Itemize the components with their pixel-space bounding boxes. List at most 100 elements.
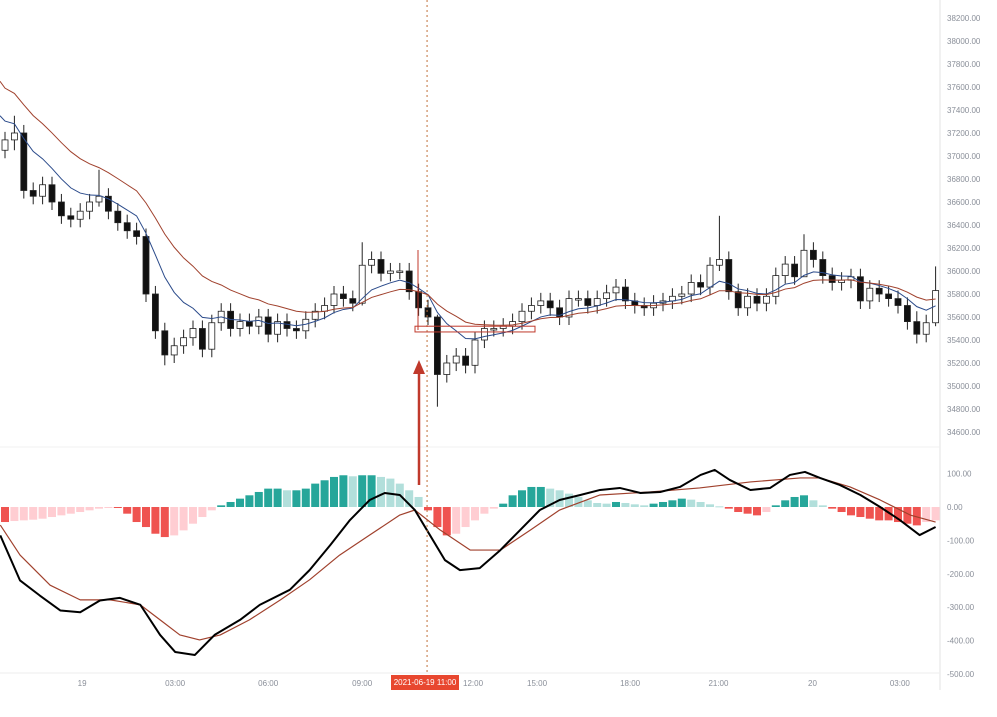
candle-body xyxy=(904,305,911,323)
histogram-bar xyxy=(1,507,9,523)
candle xyxy=(311,303,319,328)
histogram-bar xyxy=(640,505,649,507)
histogram-bar xyxy=(245,495,254,507)
histogram-bar xyxy=(104,507,113,508)
histogram-bar xyxy=(217,505,226,507)
price-tick-label: 35800.00 xyxy=(947,290,981,299)
candle-body xyxy=(415,291,423,309)
histogram-bar xyxy=(546,488,555,507)
histogram-bar xyxy=(254,491,263,507)
histogram-bar xyxy=(29,507,38,520)
histogram-bar xyxy=(912,507,921,526)
price-tick-label: 35000.00 xyxy=(947,382,981,391)
histogram-bar xyxy=(414,496,423,507)
candle-body xyxy=(396,270,404,273)
arrow-head-icon xyxy=(413,360,425,374)
time-tick-label: 03:00 xyxy=(165,679,186,688)
candle xyxy=(274,313,282,343)
histogram-bar xyxy=(489,507,498,509)
histogram-bar xyxy=(677,498,686,507)
candle-body xyxy=(311,310,319,320)
histogram-bar xyxy=(198,507,207,518)
moving-average-line xyxy=(0,115,936,340)
candle-body xyxy=(20,132,28,191)
candle xyxy=(791,256,798,285)
candle xyxy=(161,322,169,366)
histogram-bar xyxy=(330,476,338,507)
candle-body xyxy=(443,362,451,375)
histogram-bar xyxy=(583,500,592,507)
histogram-bar xyxy=(339,475,348,507)
candle-body xyxy=(687,282,695,295)
histogram-bar xyxy=(818,505,827,507)
candle-body xyxy=(857,276,864,302)
histogram-bar xyxy=(264,488,273,507)
candle xyxy=(772,267,780,305)
candle-body xyxy=(791,263,798,278)
histogram-bar xyxy=(706,504,714,507)
candle xyxy=(151,285,159,339)
candle xyxy=(198,320,206,358)
histogram-bar xyxy=(753,507,761,516)
histogram-bar xyxy=(301,488,310,507)
candle xyxy=(321,297,329,320)
histogram-bar xyxy=(771,505,780,507)
candle xyxy=(245,313,253,335)
time-tick-label: 09:00 xyxy=(352,679,373,688)
histogram-bar xyxy=(452,507,461,534)
macd-axis: 100.00 0.00 -100.00 -200.00 -300.00 -400.00 -5… xyxy=(947,470,975,679)
macd-tick-label: -100.00 xyxy=(947,536,975,545)
histogram-bar xyxy=(132,507,141,523)
time-tick-label: 15:00 xyxy=(527,679,548,688)
candle-body xyxy=(518,310,526,322)
histogram-bar xyxy=(142,507,150,528)
histogram-bar xyxy=(621,502,630,507)
price-tick-label: 36000.00 xyxy=(947,267,981,276)
macd-lines xyxy=(0,468,937,656)
candle-body xyxy=(575,298,582,301)
histogram-bar xyxy=(762,507,771,513)
candle xyxy=(518,303,526,330)
candle xyxy=(1,131,9,159)
candle-body xyxy=(528,305,535,312)
price-tick-label: 37800.00 xyxy=(947,60,981,69)
histogram-bar xyxy=(85,507,94,511)
histogram-bar xyxy=(311,483,320,507)
candle xyxy=(114,203,122,231)
candle-body xyxy=(490,328,498,331)
candle-body xyxy=(716,259,723,266)
candle-body xyxy=(58,201,65,217)
histogram-bar xyxy=(508,495,517,507)
highlight-box xyxy=(414,325,536,333)
candle-body xyxy=(151,293,159,332)
price-tick-label: 37200.00 xyxy=(947,129,981,138)
histogram-bar xyxy=(724,507,733,509)
histogram-bar xyxy=(903,507,912,524)
histogram-bar xyxy=(743,507,752,514)
candle-body xyxy=(932,290,939,324)
candle-body xyxy=(358,264,366,304)
candle-body xyxy=(180,337,188,347)
candle-body xyxy=(678,293,686,297)
candles xyxy=(1,115,939,407)
histogram-bar xyxy=(320,480,329,507)
price-tick-label: 37400.00 xyxy=(947,106,981,115)
candle-body xyxy=(264,316,272,335)
histogram-bar xyxy=(66,507,75,514)
histogram-bar xyxy=(809,500,818,507)
candle xyxy=(20,124,28,199)
candle xyxy=(424,299,432,326)
histogram-bar xyxy=(76,507,85,513)
histogram-bar xyxy=(536,486,545,507)
candle-body xyxy=(603,292,610,300)
candle xyxy=(170,337,178,363)
candle xyxy=(678,285,686,305)
candle-body xyxy=(161,330,169,356)
moving-averages xyxy=(0,80,936,340)
histogram-bar xyxy=(602,503,611,507)
candle xyxy=(810,242,817,268)
candle-body xyxy=(236,321,244,329)
histogram-bar xyxy=(273,488,282,507)
candle xyxy=(716,215,723,271)
macd-tick-label: -300.00 xyxy=(947,603,975,612)
